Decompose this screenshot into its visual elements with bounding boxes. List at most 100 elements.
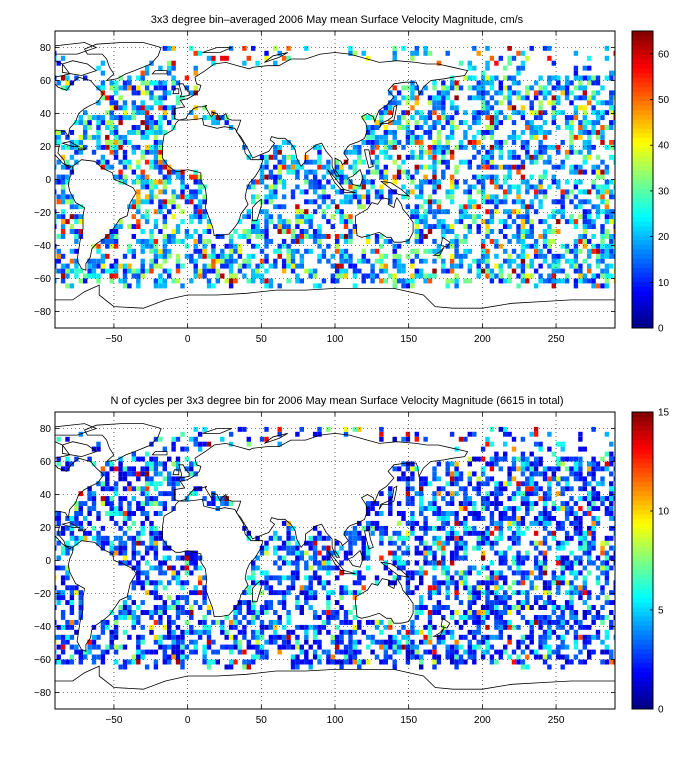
bin-cell bbox=[65, 525, 70, 531]
bin-cell bbox=[573, 615, 579, 620]
bin-cell bbox=[507, 520, 512, 526]
bin-cell bbox=[520, 491, 526, 497]
bin-cell bbox=[441, 516, 446, 521]
bin-cell bbox=[525, 619, 530, 625]
bin-cell bbox=[78, 144, 83, 150]
bin-cell bbox=[246, 600, 251, 605]
bin-cell bbox=[467, 590, 472, 596]
bin-cell bbox=[197, 248, 203, 254]
bin-cell bbox=[449, 654, 455, 660]
bin-cell bbox=[551, 238, 556, 244]
bin-cell bbox=[419, 629, 424, 635]
bin-cell bbox=[352, 580, 358, 586]
bin-cell bbox=[591, 184, 596, 190]
bin-cell bbox=[171, 491, 176, 497]
colorbar-tick-label: 0 bbox=[658, 324, 664, 335]
bin-cell bbox=[56, 516, 61, 521]
bin-cell bbox=[476, 456, 481, 462]
bin-cell bbox=[335, 575, 340, 581]
bin-cell bbox=[480, 639, 486, 645]
bin-cell bbox=[295, 238, 300, 244]
bin-cell bbox=[343, 224, 349, 229]
bin-cell bbox=[533, 130, 539, 135]
bin-cell bbox=[321, 580, 327, 586]
colorbar-swatch bbox=[632, 193, 653, 199]
bin-cell bbox=[449, 461, 455, 467]
bin-cell bbox=[427, 95, 433, 101]
bin-cell bbox=[361, 629, 366, 635]
bin-cell bbox=[65, 273, 70, 279]
bin-cell bbox=[87, 115, 92, 121]
bin-cell bbox=[180, 580, 185, 586]
bin-cell bbox=[432, 664, 437, 670]
bin-cell bbox=[162, 446, 167, 452]
bin-cell bbox=[136, 605, 141, 610]
bin-cell bbox=[264, 605, 269, 610]
bin-cell bbox=[419, 525, 424, 531]
colorbar-swatch bbox=[632, 202, 653, 208]
bin-cell bbox=[55, 268, 57, 274]
bin-cell bbox=[149, 194, 154, 200]
bin-cell bbox=[144, 199, 150, 205]
bin-cell bbox=[312, 234, 318, 239]
bin-cell bbox=[587, 555, 592, 561]
bin-cell bbox=[569, 585, 574, 591]
bin-cell bbox=[432, 555, 437, 561]
bin-cell bbox=[441, 565, 446, 571]
bin-cell bbox=[109, 144, 114, 150]
bin-cell bbox=[140, 530, 145, 536]
bin-cell bbox=[503, 219, 508, 225]
bin-cell bbox=[167, 456, 172, 462]
bin-cell bbox=[525, 149, 530, 155]
bin-cell bbox=[480, 219, 486, 225]
bin-cell bbox=[432, 624, 437, 630]
bin-cell bbox=[573, 194, 579, 200]
bin-cell bbox=[383, 130, 388, 135]
bin-cell bbox=[573, 610, 579, 615]
bin-cell bbox=[290, 654, 296, 660]
bin-cell bbox=[600, 501, 605, 506]
bin-cell bbox=[149, 164, 154, 170]
bin-cell bbox=[317, 204, 322, 210]
bin-cell bbox=[410, 501, 415, 506]
bin-cell bbox=[180, 659, 185, 665]
bin-cell bbox=[573, 169, 579, 175]
bin-cell bbox=[162, 605, 167, 610]
bin-cell bbox=[604, 575, 610, 581]
bin-cell bbox=[600, 100, 605, 106]
bin-cell bbox=[445, 644, 450, 650]
bin-cell bbox=[529, 85, 534, 91]
bin-cell bbox=[591, 90, 596, 96]
bin-cell bbox=[529, 174, 534, 180]
bin-cell bbox=[529, 624, 534, 630]
coastline bbox=[355, 577, 414, 624]
bin-cell bbox=[365, 506, 371, 511]
bin-cell bbox=[525, 278, 530, 284]
bin-cell bbox=[55, 605, 57, 610]
bin-cell bbox=[365, 550, 371, 556]
bin-cell bbox=[286, 560, 291, 566]
bin-cell bbox=[405, 491, 411, 497]
bin-cell bbox=[520, 60, 526, 66]
bin-cell bbox=[149, 530, 154, 536]
bin-cell bbox=[153, 154, 159, 160]
chart-title: N of cycles per 3x3 degree bin for 2006 … bbox=[110, 395, 563, 407]
bin-cell bbox=[609, 506, 614, 511]
bin-cell bbox=[564, 659, 570, 665]
bin-cell bbox=[175, 204, 181, 210]
bin-cell bbox=[600, 258, 605, 264]
bin-cell bbox=[277, 214, 282, 220]
bin-cell bbox=[423, 639, 428, 645]
bin-cell bbox=[414, 273, 419, 279]
bin-cell bbox=[467, 263, 472, 269]
bin-cell bbox=[74, 516, 79, 521]
bin-cell bbox=[511, 506, 517, 511]
bin-cell bbox=[458, 476, 464, 482]
bin-cell bbox=[202, 214, 207, 220]
bin-cell bbox=[365, 189, 371, 195]
bin-cell bbox=[330, 639, 335, 645]
bin-cell bbox=[560, 664, 565, 670]
bin-cell bbox=[202, 268, 207, 274]
bin-cell bbox=[542, 615, 548, 620]
bin-cell bbox=[184, 85, 190, 91]
